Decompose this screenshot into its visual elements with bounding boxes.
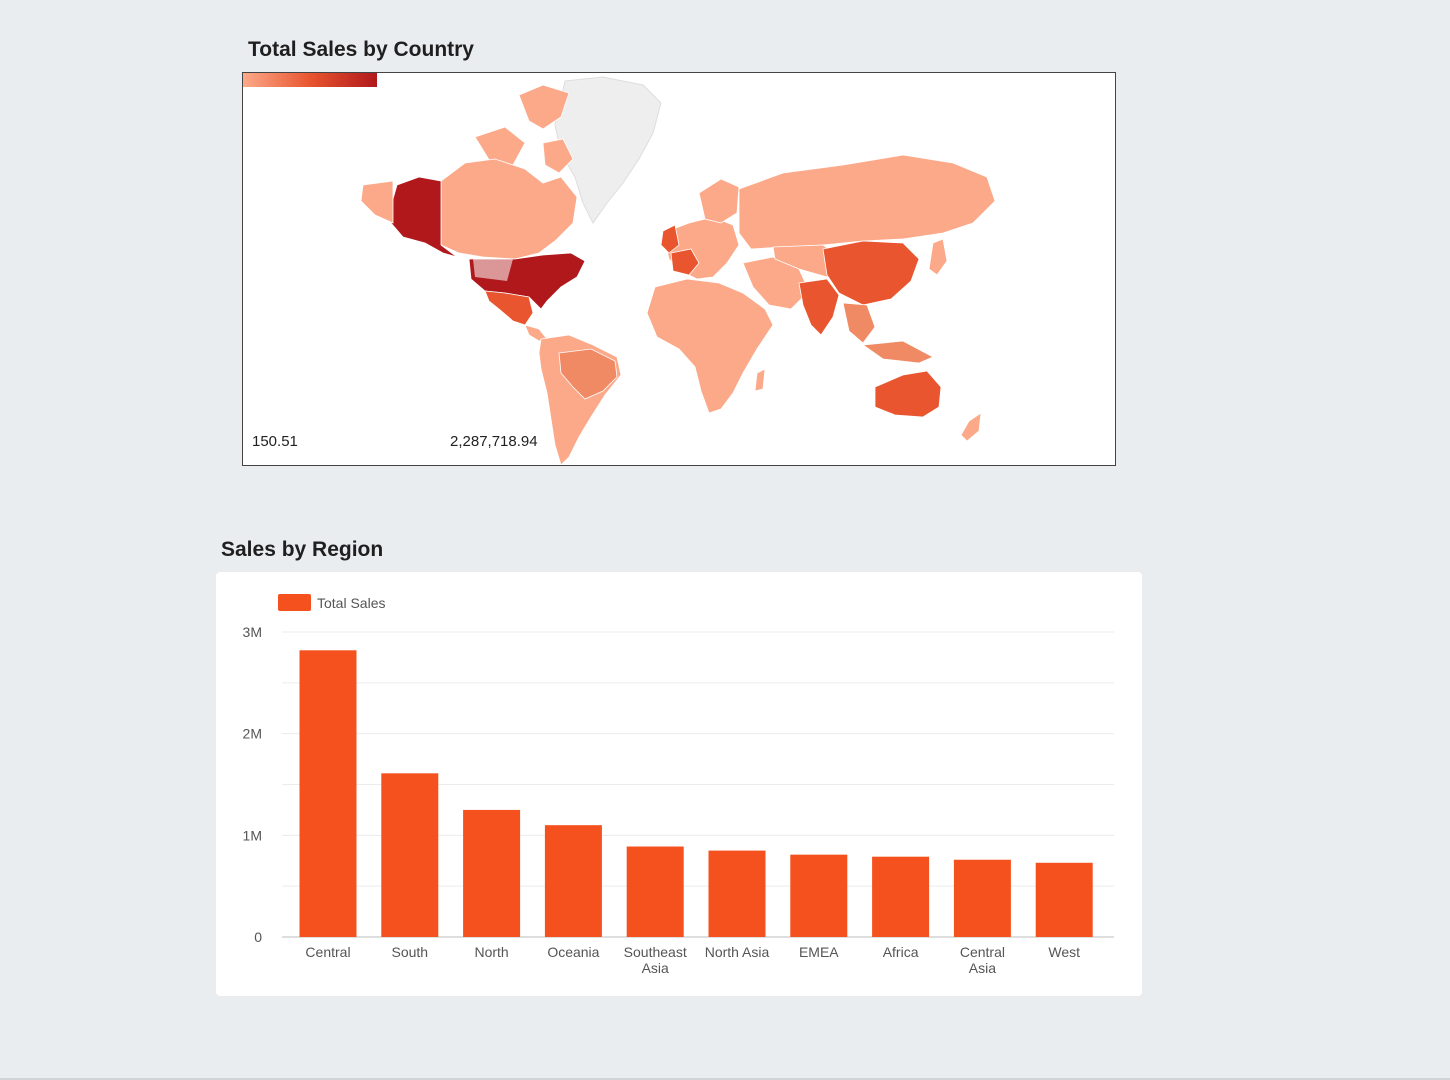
- map-region-india[interactable]: [798, 278, 840, 336]
- map-region-usa-highlight: [473, 259, 513, 281]
- map-region-china[interactable]: [822, 240, 920, 306]
- map-region-japan[interactable]: [928, 238, 948, 276]
- bar[interactable]: [790, 854, 848, 937]
- x-tick-label: Central: [305, 944, 350, 960]
- bar-chart-title: Sales by Region: [221, 538, 384, 561]
- bar[interactable]: [872, 856, 930, 937]
- x-tick-label: Africa: [883, 944, 919, 960]
- y-tick-label: 1M: [243, 827, 262, 843]
- bar[interactable]: [1035, 862, 1093, 937]
- bar[interactable]: [544, 825, 602, 937]
- map-region-africa[interactable]: [646, 278, 774, 414]
- map-region-scandinavia[interactable]: [698, 178, 740, 224]
- legend-swatch[interactable]: [278, 594, 311, 611]
- bar[interactable]: [299, 650, 357, 937]
- axis-labels: 0 1M 2M 3M Central South North Oceania Southeast…: [243, 624, 1081, 976]
- map-region-mexico[interactable]: [484, 290, 534, 326]
- x-tick-label: Central: [960, 944, 1005, 960]
- map-region-russia[interactable]: [738, 154, 996, 250]
- bar[interactable]: [463, 809, 521, 937]
- legend-min-label: 150.51: [252, 433, 298, 450]
- bar-chart: 0 1M 2M 3M Central South North Oceania Southeast…: [243, 594, 1114, 976]
- map-region-alaska-west[interactable]: [360, 180, 394, 224]
- map-region-france[interactable]: [670, 248, 700, 276]
- x-tick-label: Asia: [969, 960, 996, 976]
- map-region-canada-islands[interactable]: [474, 84, 574, 174]
- y-tick-label: 2M: [243, 726, 262, 742]
- map-region-australia[interactable]: [874, 370, 942, 418]
- map-region-new-zealand[interactable]: [960, 412, 982, 442]
- map-region-southeast-asia[interactable]: [842, 302, 934, 364]
- bars: [299, 650, 1093, 937]
- y-tick-label: 0: [254, 929, 262, 945]
- map-region-madagascar[interactable]: [754, 368, 766, 392]
- x-tick-label: South: [392, 944, 429, 960]
- bar[interactable]: [708, 850, 766, 937]
- y-tick-label: 3M: [243, 624, 262, 640]
- bar[interactable]: [626, 846, 684, 937]
- bar[interactable]: [953, 859, 1011, 937]
- map-region-brazil[interactable]: [558, 348, 618, 400]
- world-map: [360, 76, 996, 465]
- map-region-uk[interactable]: [660, 224, 680, 254]
- map-chart-title: Total Sales by Country: [248, 38, 474, 61]
- bar[interactable]: [381, 773, 439, 937]
- world-map-card: 150.51 2,287,718.94: [242, 72, 1116, 466]
- bar-chart-card: 0 1M 2M 3M Central South North Oceania Southeast…: [216, 572, 1142, 996]
- x-tick-label: West: [1048, 944, 1080, 960]
- x-tick-label: Southeast: [624, 944, 687, 960]
- legend-max-label: 2,287,718.94: [450, 433, 538, 450]
- page-bottom-border: [0, 1078, 1450, 1080]
- legend: Total Sales: [278, 594, 385, 611]
- map-region-canada[interactable]: [440, 158, 578, 260]
- x-tick-label: North Asia: [705, 944, 770, 960]
- legend-label[interactable]: Total Sales: [317, 595, 385, 611]
- x-tick-label: EMEA: [799, 944, 839, 960]
- x-tick-label: Oceania: [547, 944, 599, 960]
- x-tick-label: North: [474, 944, 508, 960]
- color-scale-bar: [243, 73, 377, 87]
- x-tick-label: Asia: [642, 960, 669, 976]
